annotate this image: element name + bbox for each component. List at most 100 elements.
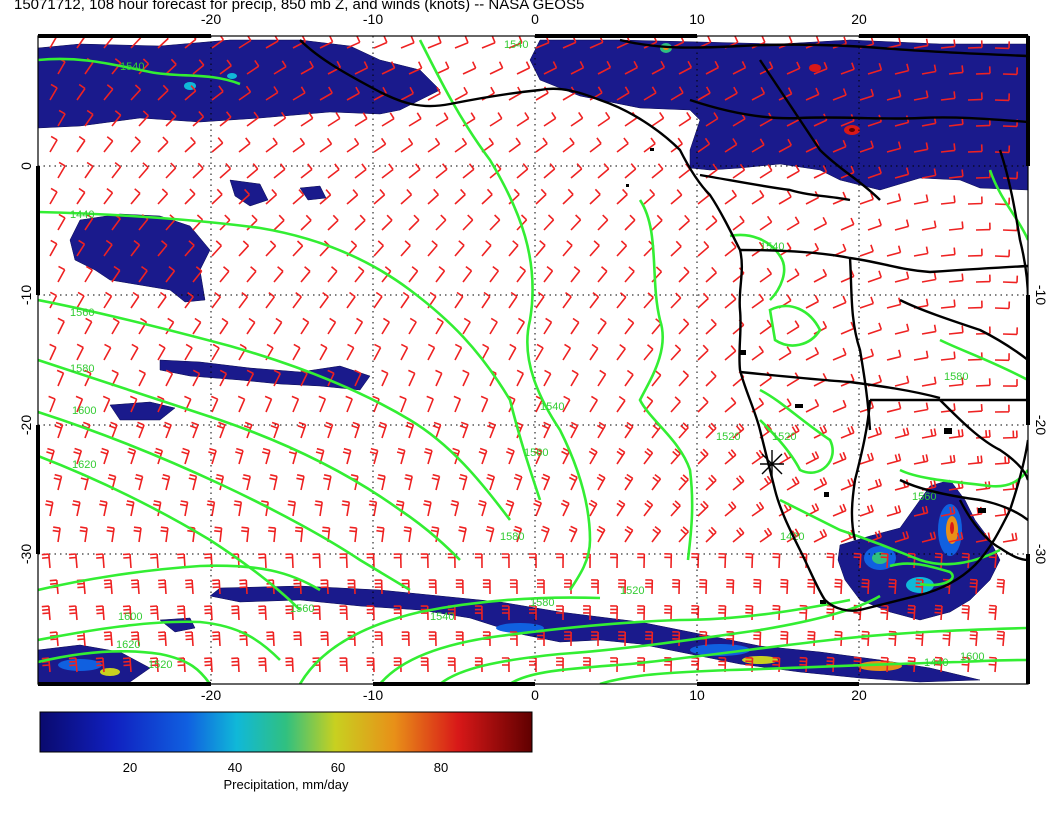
- wind-barb: [807, 630, 816, 647]
- wind-barb: [52, 526, 61, 543]
- wind-barb: [1002, 532, 1018, 543]
- wind-barb: [745, 656, 754, 673]
- wind-barb: [292, 291, 302, 309]
- wind-barb: [670, 240, 682, 257]
- wind-barb: [562, 240, 573, 257]
- wind-barb: [160, 526, 169, 543]
- wind-barb: [994, 353, 1010, 362]
- wind-barb: [786, 216, 800, 231]
- wind-barb: [462, 265, 473, 283]
- wind-barb: [163, 421, 172, 439]
- wind-barb: [948, 325, 964, 335]
- wind-barb: [341, 500, 351, 517]
- wind-barb: [258, 553, 267, 569]
- wind-barb: [261, 447, 271, 465]
- wind-barb: [238, 291, 249, 309]
- wind-barb: [886, 505, 902, 517]
- wind-barb: [481, 240, 492, 257]
- wind-barb: [948, 377, 964, 387]
- wind-barb: [339, 553, 348, 569]
- wind-barb: [408, 266, 419, 283]
- lat-tick-left: -30: [18, 544, 34, 564]
- wind-barb: [772, 656, 781, 673]
- wind-barb: [393, 605, 402, 621]
- wind-barb: [424, 447, 433, 465]
- wind-barb: [76, 291, 85, 309]
- lon-tick-bottom: 10: [689, 687, 705, 703]
- wind-barb: [103, 343, 112, 361]
- wind-barb: [489, 265, 500, 283]
- wind-barb: [670, 86, 684, 101]
- wind-barb: [724, 501, 737, 517]
- wind-barb: [246, 111, 259, 127]
- wind-barb: [95, 553, 105, 569]
- wind-barb: [84, 213, 94, 231]
- wind-barb: [354, 61, 369, 75]
- wind-barb: [570, 61, 585, 75]
- graticule: [38, 36, 1028, 684]
- wind-barb: [100, 447, 110, 465]
- wind-barb: [967, 196, 983, 205]
- wind-barb: [246, 59, 260, 75]
- wind-barb: [1002, 171, 1019, 180]
- wind-barb: [150, 605, 159, 621]
- wind-barb: [799, 656, 808, 673]
- wind-barb: [967, 40, 983, 49]
- wind-barb: [185, 631, 194, 647]
- wind-barb: [921, 428, 937, 439]
- wind-barb: [292, 240, 304, 257]
- wind-barb: [165, 369, 174, 387]
- wind-barb: [157, 291, 167, 309]
- wind-barb: [678, 60, 693, 75]
- wind-barb: [57, 161, 66, 179]
- wind-barb: [664, 553, 673, 569]
- wind-barb: [1002, 67, 1018, 76]
- wind-barb: [637, 657, 646, 673]
- wind-barb: [543, 214, 555, 231]
- wind-barb: [859, 452, 875, 465]
- wind-barb: [458, 526, 467, 543]
- wind-barb: [319, 189, 332, 205]
- wind-barb: [705, 526, 717, 543]
- colorbar-label: Precipitation, mm/day: [224, 777, 349, 792]
- wind-barb: [165, 110, 177, 127]
- wind-barb: [610, 605, 618, 621]
- wind-barb: [948, 65, 964, 75]
- wind-barb: [921, 324, 937, 335]
- wind-barb: [589, 240, 600, 257]
- wind-barb: [516, 317, 525, 335]
- wind-barb: [204, 657, 213, 673]
- wind-barb: [967, 144, 983, 153]
- wind-barb: [258, 605, 267, 621]
- colorbar-tick: 20: [123, 760, 137, 775]
- wind-barb: [805, 399, 820, 413]
- wind-barb: [678, 474, 689, 491]
- wind-barb: [826, 552, 835, 569]
- wind-barb: [778, 190, 792, 205]
- wind-barb: [759, 319, 772, 335]
- lat-tick-left: -20: [18, 415, 34, 435]
- wind-barb: [907, 604, 916, 621]
- wind-barb: [265, 36, 279, 49]
- wind-barb: [616, 447, 626, 465]
- wind-barb: [435, 317, 444, 335]
- wind-barb: [616, 499, 626, 517]
- wind-barb: [541, 473, 551, 491]
- wind-barb: [76, 187, 86, 205]
- wind-barb: [967, 404, 983, 413]
- wind-barb: [165, 162, 177, 179]
- asterisk-marker: [760, 450, 784, 478]
- wind-barb: [408, 163, 421, 179]
- wind-barb: [482, 631, 491, 647]
- wind-barb: [366, 553, 375, 569]
- wind-barb: [670, 500, 681, 517]
- wind-barb: [454, 291, 464, 309]
- wind-barb: [888, 630, 897, 647]
- wind-barb: [396, 447, 406, 465]
- contour-label: 1580: [70, 363, 94, 375]
- wind-barb: [508, 343, 517, 361]
- islands: [626, 148, 986, 604]
- wind-barb: [967, 92, 983, 101]
- wind-barb: [462, 163, 475, 179]
- wind-barb: [516, 61, 531, 75]
